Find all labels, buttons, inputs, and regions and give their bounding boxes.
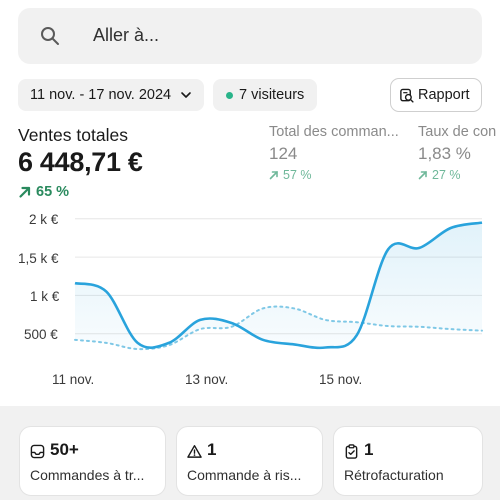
arrow-up-right-icon <box>19 186 31 198</box>
card-chargeback[interactable]: 1 Rétrofacturation <box>333 426 483 496</box>
total-sales-label[interactable]: Ventes totales <box>18 125 128 145</box>
report-button[interactable]: Rapport <box>390 78 482 112</box>
y-tick-label: 500 € <box>24 327 58 342</box>
date-range-picker[interactable]: 11 nov. - 17 nov. 2024 <box>18 79 204 111</box>
x-tick-label: 15 nov. <box>319 372 363 387</box>
metric-orders-value: 124 <box>269 144 298 163</box>
metric-conversion-change: 27 % <box>418 168 496 182</box>
comparison-series-line <box>74 305 483 351</box>
date-range-label: 11 nov. - 17 nov. 2024 <box>30 87 172 103</box>
sales-chart[interactable] <box>0 205 500 375</box>
chevron-down-icon <box>181 92 191 98</box>
card-order-at-risk[interactable]: 1 Commande à ris... <box>176 426 323 496</box>
total-sales-change: 65 % <box>18 184 69 200</box>
search-placeholder: Aller à... <box>93 25 160 45</box>
x-tick-label: 13 nov. <box>185 372 229 387</box>
metric-conversion-value: 1,83 % <box>418 144 471 163</box>
warning-icon <box>187 444 202 458</box>
action-cards-area: 50+ Commandes à tr... 1 Commande à ris..… <box>0 406 500 500</box>
card-count: 50+ <box>50 440 79 459</box>
metric-orders-change-value: 57 % <box>283 168 312 182</box>
y-tick-label: 1 k € <box>30 289 60 304</box>
card-orders-to-fulfill[interactable]: 50+ Commandes à tr... <box>19 426 166 496</box>
metric-conversion-change-value: 27 % <box>432 168 461 182</box>
x-tick-label: 11 nov. <box>52 372 95 387</box>
visitors-label: 7 visiteurs <box>239 87 305 103</box>
metric-conversion-label: Taux de con <box>418 124 497 140</box>
card-label: Commandes à tr... <box>30 467 145 483</box>
main-series-line <box>74 221 483 350</box>
series-area-fill <box>75 222 482 350</box>
clipboard-icon <box>345 444 358 459</box>
arrow-up-right-icon <box>269 171 278 180</box>
visitors-pill[interactable]: 7 visiteurs <box>213 79 317 111</box>
live-dot-icon <box>226 92 233 99</box>
metric-orders[interactable]: Total des comman... 124 57 % <box>269 124 399 182</box>
report-icon <box>400 88 414 103</box>
metric-conversion[interactable]: Taux de con 1,83 % 27 % <box>418 124 496 182</box>
y-tick-label: 1,5 k € <box>18 251 59 266</box>
card-label: Commande à ris... <box>187 467 302 483</box>
total-sales-change-value: 65 % <box>36 184 70 200</box>
arrow-up-right-icon <box>418 171 427 180</box>
metric-orders-change: 57 % <box>269 168 399 182</box>
total-sales-value: 6 448,71 € <box>18 147 143 177</box>
card-count: 1 <box>207 440 217 459</box>
y-tick-label: 2 k € <box>29 212 59 227</box>
card-count: 1 <box>364 440 374 459</box>
search-icon <box>41 27 59 45</box>
card-label: Rétrofacturation <box>344 467 444 483</box>
search-bar[interactable]: Aller à... <box>18 8 482 64</box>
inbox-icon <box>30 444 45 459</box>
report-button-label: Rapport <box>418 87 470 103</box>
metric-orders-label: Total des comman... <box>269 124 399 140</box>
